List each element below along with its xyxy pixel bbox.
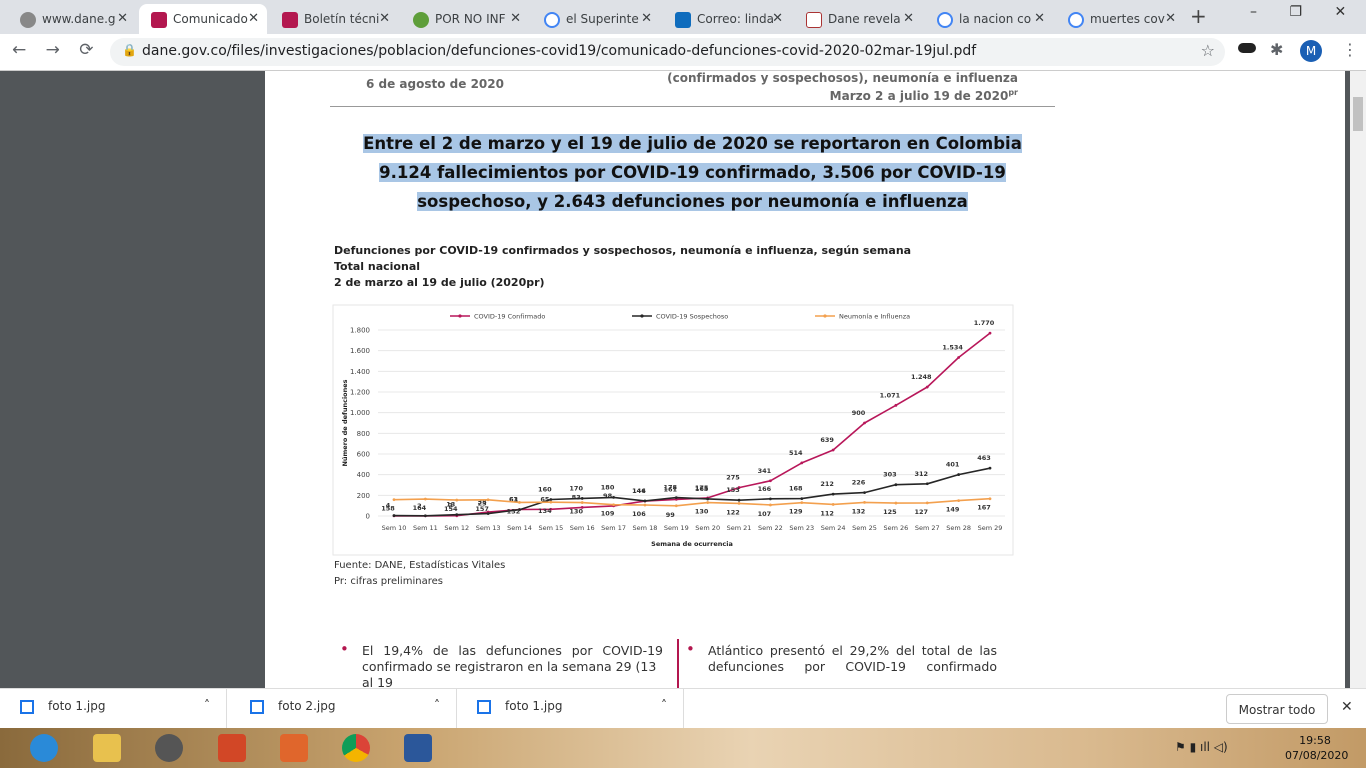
chart-notes: Fuente: DANE, Estadísticas Vitales Pr: c… [334, 558, 505, 590]
tab[interactable]: Comunicado ✕ [139, 4, 267, 34]
headline-line: 9.124 fallecimientos por COVID-19 confir… [330, 158, 1055, 187]
preliminary-note: Pr: cifras preliminares [334, 576, 443, 587]
tab[interactable]: Dane revela ✕ [794, 4, 922, 34]
tab[interactable]: muertes cov ✕ [1056, 4, 1184, 34]
bullet-line: confirmado se registraron en la semana 2… [362, 659, 657, 688]
tab-title: POR NO INF [435, 12, 506, 26]
tab[interactable]: el Superinte ✕ [532, 4, 660, 34]
window-controls[interactable]: – ❐ ✕ [1250, 4, 1347, 20]
address-bar: ← → ⟳ 🔒 dane.gov.co/files/investigaciones… [0, 34, 1366, 71]
doc-date: 6 de agosto de 2020 [366, 77, 504, 91]
taskbar-icon[interactable] [30, 734, 58, 762]
tab[interactable]: Boletín técni ✕ [270, 4, 398, 34]
column-divider [677, 639, 679, 688]
download-item[interactable]: foto 2.jpg ˄ [230, 689, 457, 729]
header-rule [330, 106, 1055, 107]
omnibox[interactable]: 🔒 dane.gov.co/files/investigaciones/pobla… [110, 38, 1225, 66]
chart-period: 2 de marzo al 19 de julio (2020pr) [334, 276, 545, 289]
extensions-button[interactable]: ✱ [1270, 40, 1284, 59]
tab-title: Comunicado [173, 12, 248, 26]
tab-bar: www.dane.g ✕ Comunicado ✕ Boletín técni ✕ P… [0, 0, 1366, 34]
taskbar-icon[interactable] [155, 734, 183, 762]
close-downloads[interactable]: ✕ [1341, 699, 1353, 715]
tab-title: muertes cov [1090, 12, 1165, 26]
download-name: foto 1.jpg [505, 699, 563, 713]
taskbar-icon[interactable] [342, 734, 370, 762]
headline-text: sospechoso, y 2.643 defunciones por neum… [417, 192, 968, 211]
bullet: • Atlántico presentó el 29,2% del total … [686, 640, 997, 674]
tab-title: la nacion co [959, 12, 1032, 26]
tab-title: el Superinte [566, 12, 639, 26]
tray-icons[interactable]: ⚑ ▮ ıll ◁) [1175, 740, 1228, 754]
downloads-bar: foto 1.jpg ˄ foto 2.jpg ˄ foto 1.jpg ˄ Most… [0, 688, 1366, 729]
headline-line: Entre el 2 de marzo y el 19 de julio de … [330, 129, 1055, 158]
clock-time: 19:58 [1299, 734, 1331, 747]
taskbar: ⚑ ▮ ıll ◁) 19:58 07/08/2020 [0, 728, 1366, 768]
download-name: foto 2.jpg [278, 699, 336, 713]
taskbar-icon[interactable] [218, 734, 246, 762]
bullet-line: Atlántico presentó el 29,2% del total de… [708, 643, 997, 658]
chart-heading: Defunciones por COVID-19 confirmados y s… [334, 243, 911, 291]
pdf-viewer: 6 de agosto de 2020 (confirmados y sospe… [0, 71, 1350, 688]
tab-title: Boletín técni [304, 12, 380, 26]
headline: Entre el 2 de marzo y el 19 de julio de … [330, 129, 1055, 216]
header-sup: pr [1008, 88, 1018, 97]
tab[interactable]: la nacion co ✕ [925, 4, 1053, 34]
download-item[interactable]: foto 1.jpg ˄ [457, 689, 684, 729]
url: dane.gov.co/files/investigaciones/poblac… [142, 43, 977, 59]
chart-title: Defunciones por COVID-19 confirmados y s… [334, 244, 912, 257]
nav-buttons[interactable]: ← → ⟳ [12, 40, 94, 60]
pdf-page: 6 de agosto de 2020 (confirmados y sospe… [265, 71, 1345, 688]
doc-header-right: (confirmados y sospechosos), neumonía e … [667, 71, 1018, 103]
tab[interactable]: Correo: linda ✕ [663, 4, 791, 34]
bullet: • El 19,4% de las defunciones por COVID-… [340, 641, 663, 688]
bullet-line: El 19,4% de las defunciones por COVID-19 [362, 643, 663, 658]
header-text: Marzo 2 a julio 19 de 2020 [829, 89, 1009, 103]
tab[interactable]: www.dane.g ✕ [8, 4, 136, 34]
tab[interactable]: POR NO INF ✕ [401, 4, 529, 34]
tab-title: www.dane.g [42, 12, 116, 26]
download-name: foto 1.jpg [48, 699, 106, 713]
header-line: Marzo 2 a julio 19 de 2020pr [667, 88, 1018, 103]
show-all-button[interactable]: Mostrar todo [1226, 694, 1328, 724]
clock-date: 07/08/2020 [1285, 749, 1349, 762]
taskbar-icon[interactable] [93, 734, 121, 762]
tab-title: Correo: linda [697, 12, 774, 26]
headline-text: Entre el 2 de marzo y el 19 de julio de … [363, 134, 1022, 153]
taskbar-icon[interactable] [404, 734, 432, 762]
header-line: (confirmados y sospechosos), neumonía e … [667, 71, 1018, 85]
scrollbar[interactable] [1350, 71, 1366, 688]
new-tab-button[interactable]: + [1190, 4, 1207, 28]
profile-avatar[interactable]: M [1300, 40, 1322, 62]
download-item[interactable]: foto 1.jpg ˄ [0, 689, 227, 729]
tab-title: Dane revela [828, 12, 901, 26]
chart-subtitle: Total nacional [334, 260, 421, 273]
headline-text: 9.124 fallecimientos por COVID-19 confir… [379, 163, 1006, 182]
scroll-thumb[interactable] [1353, 97, 1363, 131]
menu-button[interactable]: ⋮ [1342, 40, 1358, 59]
extension-icon[interactable] [1238, 43, 1256, 53]
bullet-line: defunciones por COVID-19 confirmado [708, 659, 997, 674]
taskbar-icon[interactable] [280, 734, 308, 762]
clock: 19:58 07/08/2020 [1285, 733, 1349, 763]
headline-line: sospechoso, y 2.643 defunciones por neum… [330, 187, 1055, 216]
source-note: Fuente: DANE, Estadísticas Vitales [334, 560, 506, 571]
